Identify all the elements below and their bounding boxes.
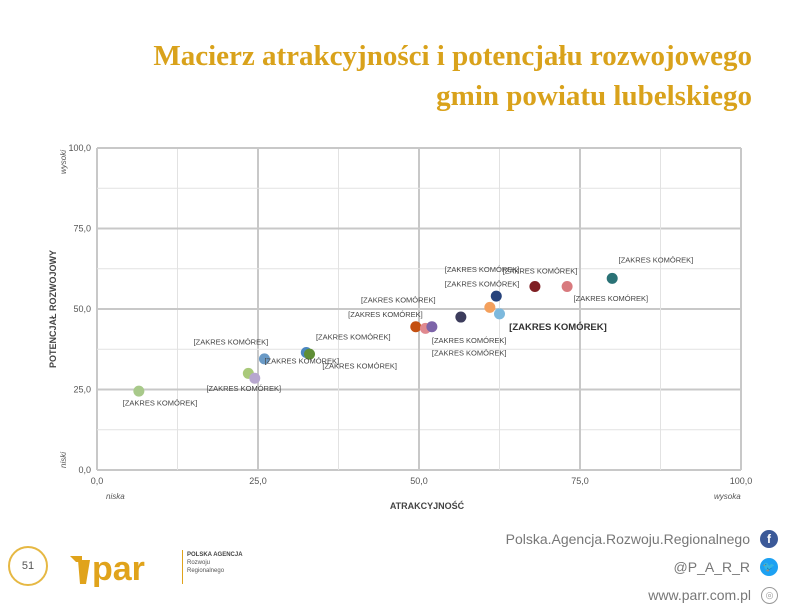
data-label: [ZAKRES KOMÓREK] — [316, 333, 391, 342]
data-point — [410, 321, 422, 333]
data-label: [ZAKRES KOMÓREK] — [619, 255, 694, 264]
twitter-icon: 🐦 — [760, 558, 778, 576]
data-point — [133, 385, 145, 397]
slide-title-line-1: Macierz atrakcyjności i potencjału rozwo… — [153, 40, 752, 72]
agency-name: POLSKA AGENCJA Rozwoju Regionalnego — [187, 551, 243, 575]
website-text: www.parr.com.pl — [648, 587, 751, 603]
y-axis-high-label: wysoki — [59, 150, 68, 174]
data-label: [ZAKRES KOMÓREK] — [123, 399, 198, 408]
chart-point-labels: [ZAKRES KOMÓREK][ZAKRES KOMÓREK][ZAKRES … — [123, 255, 693, 407]
y-axis-title: POTENCJAŁ ROZWOJOWY — [48, 250, 58, 368]
facebook-link[interactable]: Polska.Agencja.Rozwoju.Regionalnego f — [478, 525, 778, 553]
x-axis-title: ATRAKCYJNOŚĆ — [390, 500, 465, 511]
data-label: [ZAKRES KOMÓREK] — [445, 279, 520, 288]
x-tick-label: 25,0 — [249, 476, 267, 486]
data-point — [426, 321, 438, 333]
parr-logo-text: par — [92, 550, 145, 588]
page-number-badge: 51 — [8, 546, 48, 586]
data-point — [490, 290, 502, 302]
y-tick-label: 50,0 — [73, 304, 91, 314]
data-label: [ZAKRES KOMÓREK] — [322, 362, 397, 371]
data-label: [ZAKRES KOMÓREK] — [194, 337, 269, 346]
agency-name-line-2: Rozwoju — [187, 560, 211, 566]
data-label: [ZAKRES KOMÓREK] — [206, 384, 281, 393]
x-axis-low-label: niska — [106, 492, 125, 501]
y-tick-label: 25,0 — [73, 385, 91, 395]
data-label: [ZAKRES KOMÓREK] — [503, 267, 578, 276]
data-label: [ZAKRES KOMÓREK] — [574, 294, 649, 303]
slide-title: Macierz atrakcyjności i potencjału rozwo… — [52, 36, 752, 116]
globe-icon: ◎ — [761, 586, 778, 604]
y-tick-label: 75,0 — [73, 224, 91, 234]
chart-ticks: 0,00,0 25,0 25,0 50,0 50,0 75,0 75,0 100,0 100,0 — [68, 143, 752, 486]
social-links: Polska.Agencja.Rozwoju.Regionalnego f @P… — [478, 525, 778, 609]
agency-name-line-3: Regionalnego — [187, 568, 225, 574]
data-label: [ZAKRES KOMÓREK] — [432, 349, 507, 358]
twitter-text: @P_A_R_R — [673, 559, 750, 575]
website-link[interactable]: www.parr.com.pl ◎ — [478, 581, 778, 609]
data-point — [561, 280, 573, 292]
chart-points — [133, 272, 618, 397]
scatter-chart: 0,00,0 25,0 25,0 50,0 50,0 75,0 75,0 100,0 100,0… — [48, 143, 752, 511]
data-label: [ZAKRES KOMÓREK] — [348, 310, 423, 319]
y-tick-label: 0,0 — [78, 465, 91, 475]
chart-grid — [96, 147, 742, 471]
y-tick-label: 100,0 — [68, 143, 91, 153]
x-tick-label: 50,0 — [410, 476, 428, 486]
data-label: [ZAKRES KOMÓREK] — [509, 321, 607, 333]
x-tick-label: 100,0 — [730, 476, 753, 486]
facebook-icon: f — [760, 530, 778, 548]
x-tick-label: 75,0 — [571, 476, 589, 486]
data-label: [ZAKRES KOMÓREK] — [445, 265, 520, 274]
data-point — [249, 372, 261, 384]
slide-title-line-2: gmin powiatu lubelskiego — [436, 80, 752, 112]
data-label: [ZAKRES KOMÓREK] — [432, 336, 507, 345]
data-point — [529, 280, 541, 292]
parr-logo: par — [70, 550, 145, 588]
data-point — [494, 308, 505, 320]
data-point — [258, 353, 270, 365]
agency-name-line-1: POLSKA AGENCJA — [187, 552, 243, 558]
data-label: [ZAKRES KOMÓREK] — [264, 357, 339, 366]
parr-logo-mark-stem — [78, 560, 90, 584]
x-tick-label: 0,0 — [91, 476, 104, 486]
facebook-text: Polska.Agencja.Rozwoju.Regionalnego — [505, 531, 750, 547]
data-point — [455, 311, 467, 323]
data-point — [304, 348, 316, 360]
y-axis-low-label: niski — [59, 452, 68, 468]
logo-divider — [182, 550, 183, 584]
x-axis-high-label: wysoka — [714, 492, 741, 501]
data-point — [484, 301, 496, 313]
data-label: [ZAKRES KOMÓREK] — [361, 296, 436, 305]
twitter-link[interactable]: @P_A_R_R 🐦 — [478, 553, 778, 581]
data-point — [606, 272, 618, 284]
page-number: 51 — [21, 560, 35, 572]
